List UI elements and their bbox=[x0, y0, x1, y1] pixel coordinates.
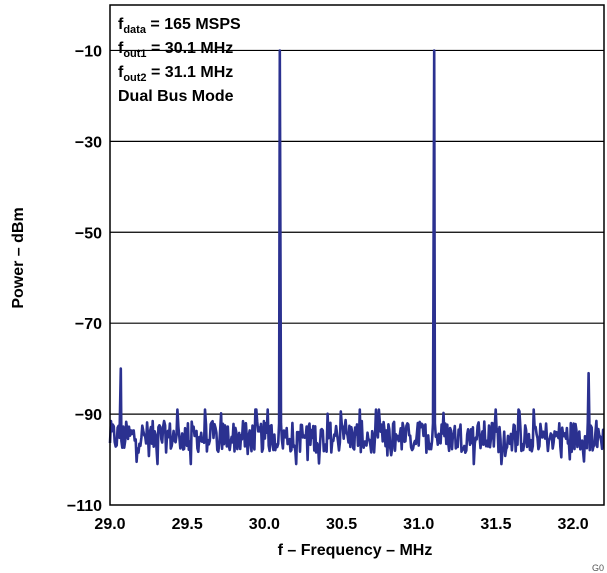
x-tick-label: 31.5 bbox=[480, 516, 511, 533]
x-tick-labels: 29.0 29.5 30.0 30.5 31.0 31.5 32.0 bbox=[94, 516, 588, 533]
annotation-line: fdata = 165 MSPS bbox=[118, 16, 241, 36]
x-axis-title: f – Frequency – MHz bbox=[278, 542, 433, 559]
y-tick-labels: −10 −30 −50 −70 −90 −110 bbox=[67, 43, 102, 515]
x-tick-label: 30.5 bbox=[326, 516, 357, 533]
annotation-line: fout2 = 31.1 MHz bbox=[118, 64, 233, 84]
y-tick-label: −90 bbox=[75, 407, 102, 424]
x-tick-label: 30.0 bbox=[249, 516, 280, 533]
y-tick-label: −30 bbox=[75, 134, 102, 151]
y-tick-label: −10 bbox=[75, 43, 102, 60]
annotation-box: fdata = 165 MSPS fout1 = 30.1 MHz fout2 = … bbox=[118, 16, 241, 105]
y-tick-label: −50 bbox=[75, 225, 102, 242]
y-tick-label: −70 bbox=[75, 316, 102, 333]
plot-frame bbox=[109, 4, 605, 506]
x-tick-label: 29.0 bbox=[94, 516, 125, 533]
x-tick-label: 29.5 bbox=[172, 516, 203, 533]
annotation-line: fout1 = 30.1 MHz bbox=[118, 40, 233, 60]
spectrum-line bbox=[108, 49, 605, 466]
annotation-line: Dual Bus Mode bbox=[118, 88, 234, 105]
x-tick-label: 32.0 bbox=[558, 516, 589, 533]
y-axis-title: Power – dBm bbox=[10, 207, 27, 308]
y-tick-label: −110 bbox=[67, 498, 102, 515]
x-tick-label: 31.0 bbox=[403, 516, 434, 533]
grid-lines bbox=[110, 49, 604, 415]
figure-id: G0 bbox=[592, 563, 604, 573]
